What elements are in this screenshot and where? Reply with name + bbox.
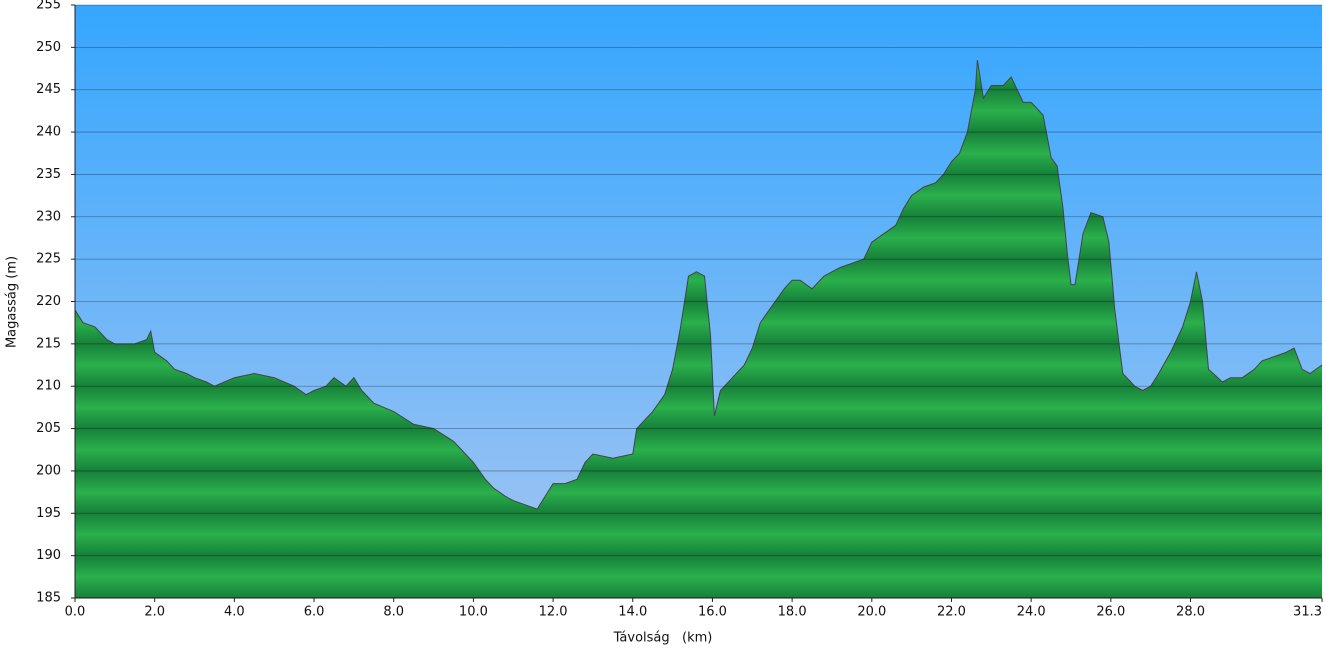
x-tick-label: 24.0 xyxy=(1017,605,1046,620)
y-tick-label: 205 xyxy=(36,421,61,436)
x-tick-label: 10.0 xyxy=(459,605,488,620)
x-tick-label: 31.3 xyxy=(1293,605,1322,620)
x-tick-label: 14.0 xyxy=(618,605,647,620)
y-tick-label: 185 xyxy=(36,591,61,606)
x-tick-label: 20.0 xyxy=(857,605,886,620)
y-tick-label: 215 xyxy=(36,336,61,351)
x-tick-label: 8.0 xyxy=(383,605,404,620)
y-tick-label: 235 xyxy=(36,167,61,182)
y-tick-label: 225 xyxy=(36,252,61,267)
y-tick-label: 230 xyxy=(36,209,61,224)
x-tick-label: 26.0 xyxy=(1096,605,1125,620)
y-tick-label: 190 xyxy=(36,548,61,563)
y-tick-label: 210 xyxy=(36,379,61,394)
x-tick-label: 4.0 xyxy=(224,605,245,620)
y-tick-label: 200 xyxy=(36,463,61,478)
x-tick-label: 16.0 xyxy=(698,605,727,620)
y-axis-label: Magasság (m) xyxy=(5,256,20,348)
y-tick-label: 255 xyxy=(36,0,61,13)
y-tick-label: 195 xyxy=(36,506,61,521)
area-line xyxy=(74,60,1323,510)
y-tick-label: 220 xyxy=(36,294,61,309)
x-tick-label: 28.0 xyxy=(1176,605,1205,620)
y-tick-label: 240 xyxy=(36,125,61,140)
y-tick-label: 245 xyxy=(36,82,61,97)
x-tick-label: 6.0 xyxy=(304,605,325,620)
x-tick-label: 0.0 xyxy=(65,605,86,620)
x-tick-label: 18.0 xyxy=(778,605,807,620)
x-axis-label: Távolság (km) xyxy=(613,631,713,646)
area xyxy=(75,60,1322,599)
x-tick-label: 22.0 xyxy=(937,605,966,620)
x-tick-label: 2.0 xyxy=(144,605,165,620)
x-tick-label: 12.0 xyxy=(539,605,568,620)
y-tick-label: 250 xyxy=(36,40,61,55)
